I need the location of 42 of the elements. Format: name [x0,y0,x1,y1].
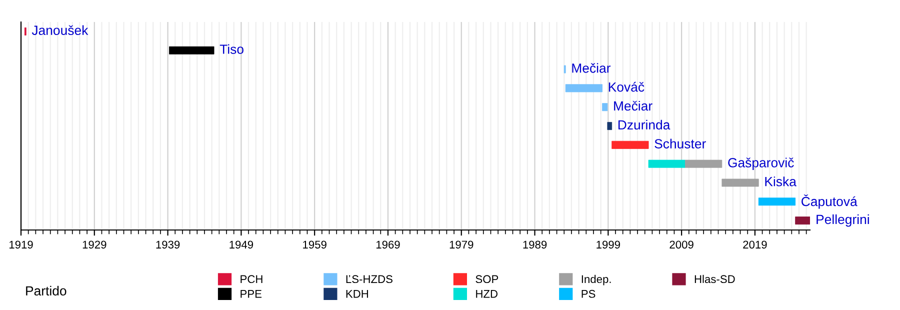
annotation: Kiska [765,176,796,186]
annotation: Janoušek [32,25,88,35]
bar [612,140,649,149]
x-tick-label: 1919 [9,240,33,249]
bar [607,122,612,130]
annotation: Čaputová [802,194,858,209]
x-tick-label: 1989 [523,240,547,249]
bar [795,216,810,225]
bar [758,198,796,206]
bar [565,84,602,92]
legend-label: Indep. [582,274,611,286]
x-tick-label: 1929 [82,240,106,249]
bar [648,160,686,168]
bar [722,178,759,187]
legend-label: SOP [476,275,498,284]
annotation: Tiso [220,44,244,54]
annotation: Pellegrini [816,214,869,227]
legend-label: HZD [476,290,498,298]
legend-label: ĽS-HZDS [346,275,392,284]
legend-title: Partido [26,286,66,296]
x-tick-label: 1949 [230,240,254,249]
bar [602,103,608,112]
legend-label: Hlas-SD [694,274,735,284]
annotation: Schuster [654,138,706,148]
annotation: Kováč [608,82,644,92]
bar [685,160,722,168]
x-tick-label: 1959 [303,240,326,249]
annotation: Mečiar [614,100,652,111]
legend-label: KDH [346,290,368,298]
x-tick-label: 1999 [596,240,620,249]
x-tick-label: 2009 [670,240,694,249]
bar [169,46,214,54]
x-tick-label: 1969 [376,240,400,249]
x-tick-label: 2019 [743,240,767,249]
annotation: Gašparovič [728,158,794,170]
legend-label: PCH [240,275,262,284]
x-tick-label: 1939 [156,240,180,249]
legend-label: PPE [240,290,262,298]
annotation: Dzurinda [618,120,670,130]
legend-label: PS [582,290,596,298]
x-tick-label: 1979 [450,240,474,249]
annotation: Mečiar [572,63,611,73]
